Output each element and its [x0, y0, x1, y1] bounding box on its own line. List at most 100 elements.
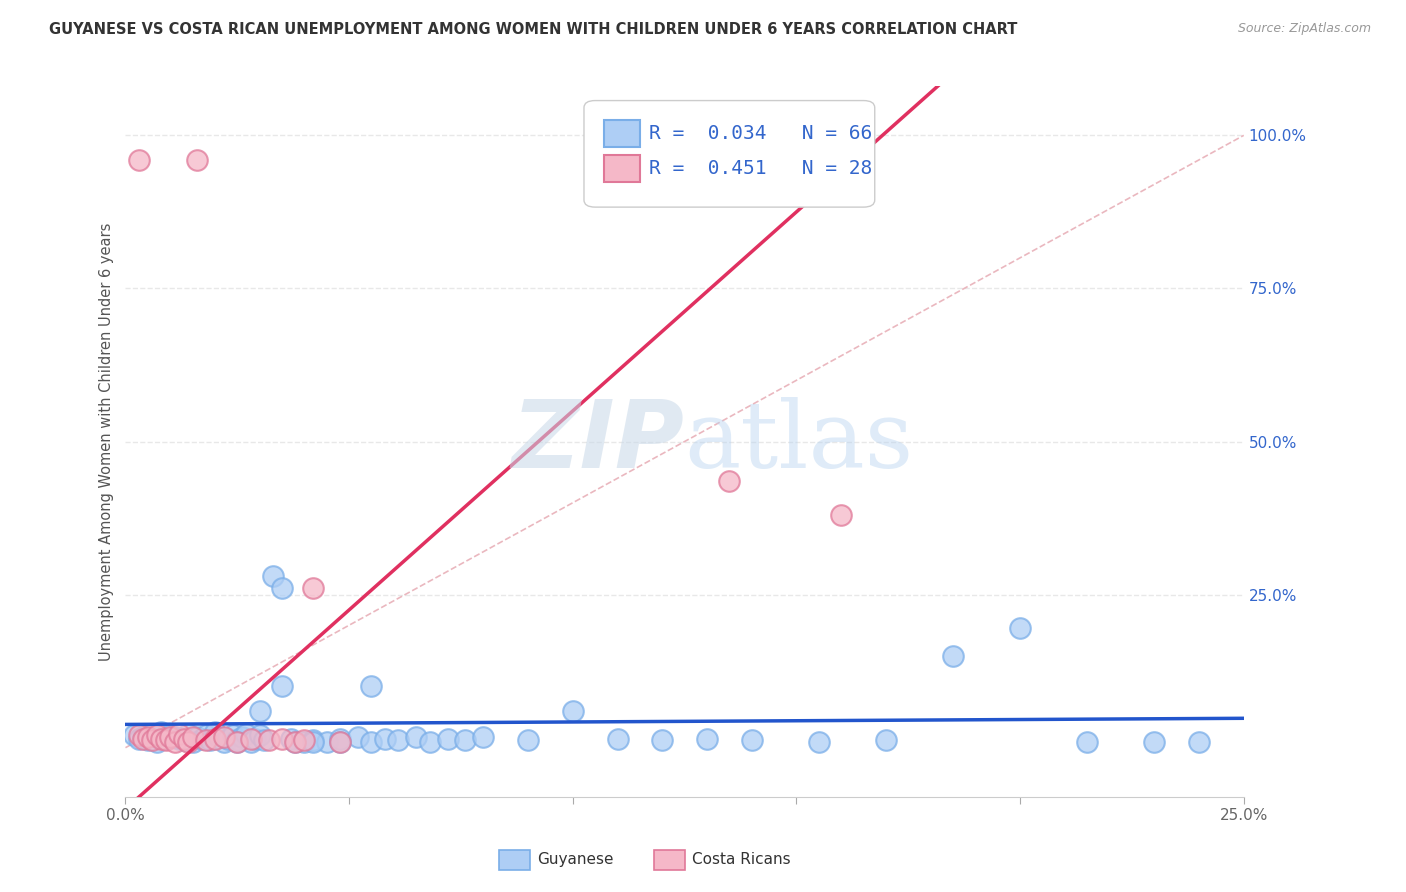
Point — [360, 680, 382, 694]
Point — [128, 731, 150, 746]
Point — [419, 734, 441, 748]
Point — [942, 648, 965, 663]
Point — [222, 728, 245, 742]
Point — [150, 731, 173, 746]
Y-axis label: Unemployment Among Women with Children Under 6 years: Unemployment Among Women with Children U… — [100, 222, 114, 661]
Text: GUYANESE VS COSTA RICAN UNEMPLOYMENT AMONG WOMEN WITH CHILDREN UNDER 6 YEARS COR: GUYANESE VS COSTA RICAN UNEMPLOYMENT AMO… — [49, 22, 1018, 37]
Point — [315, 734, 337, 748]
Text: R =  0.034   N = 66: R = 0.034 N = 66 — [648, 124, 872, 143]
Point — [718, 475, 741, 489]
Point — [239, 731, 262, 746]
Point — [200, 733, 222, 747]
Point — [239, 734, 262, 748]
Point — [249, 728, 271, 742]
Point — [141, 727, 163, 741]
Point — [141, 733, 163, 747]
Point — [245, 731, 267, 746]
FancyBboxPatch shape — [583, 101, 875, 207]
Point — [271, 731, 294, 746]
Point — [186, 153, 208, 167]
Point — [190, 731, 212, 746]
Point — [212, 730, 235, 744]
Point — [124, 728, 146, 742]
Point — [280, 731, 302, 746]
Point — [173, 731, 195, 746]
Point — [262, 569, 284, 583]
Point — [271, 680, 294, 694]
Point — [329, 731, 352, 746]
Point — [155, 731, 177, 746]
Point — [472, 730, 495, 744]
Point — [374, 731, 396, 746]
Point — [128, 728, 150, 742]
Point — [347, 730, 370, 744]
Text: Guyanese: Guyanese — [537, 853, 613, 867]
Point — [163, 734, 186, 748]
Point — [302, 582, 325, 596]
Point — [387, 733, 409, 747]
Point — [173, 733, 195, 747]
Point — [208, 730, 231, 744]
Point — [235, 727, 257, 741]
Point — [1188, 734, 1211, 748]
Point — [136, 730, 159, 744]
Point — [136, 733, 159, 747]
Point — [132, 730, 155, 744]
Point — [271, 582, 294, 596]
Point — [159, 728, 181, 742]
Point — [186, 730, 208, 744]
Text: Costa Ricans: Costa Ricans — [692, 853, 790, 867]
Point — [146, 728, 169, 742]
Point — [155, 733, 177, 747]
Point — [294, 734, 316, 748]
Point — [177, 734, 200, 748]
Point — [1143, 734, 1166, 748]
Text: atlas: atlas — [685, 397, 914, 486]
Point — [561, 704, 583, 718]
Point — [195, 733, 218, 747]
Point — [217, 731, 239, 746]
Text: R =  0.451   N = 28: R = 0.451 N = 28 — [648, 160, 872, 178]
Text: Source: ZipAtlas.com: Source: ZipAtlas.com — [1237, 22, 1371, 36]
Point — [167, 731, 190, 746]
Point — [284, 734, 307, 748]
Point — [741, 733, 763, 747]
Point — [146, 734, 169, 748]
Point — [257, 733, 280, 747]
Point — [436, 731, 458, 746]
Point — [454, 733, 477, 747]
Point — [1076, 734, 1098, 748]
Point — [294, 733, 316, 747]
Point — [195, 728, 218, 742]
Point — [807, 734, 830, 748]
Point — [302, 734, 325, 748]
Point — [284, 734, 307, 748]
Point — [1010, 621, 1032, 635]
Point — [231, 730, 253, 744]
Point — [249, 704, 271, 718]
Point — [132, 731, 155, 746]
Point — [253, 733, 276, 747]
Point — [226, 734, 249, 748]
Point — [329, 734, 352, 748]
Point — [159, 730, 181, 744]
Point — [212, 734, 235, 748]
Point — [302, 733, 325, 747]
Point — [329, 734, 352, 748]
Point — [696, 731, 718, 746]
Point — [167, 727, 190, 741]
Point — [517, 733, 540, 747]
Point — [830, 508, 852, 522]
Point — [204, 725, 226, 739]
Point — [181, 734, 204, 748]
Point — [150, 725, 173, 739]
Point — [128, 153, 150, 167]
Point — [204, 731, 226, 746]
Point — [163, 730, 186, 744]
Point — [226, 733, 249, 747]
FancyBboxPatch shape — [605, 155, 640, 182]
Point — [181, 730, 204, 744]
Text: ZIP: ZIP — [512, 395, 685, 488]
Point — [875, 733, 897, 747]
Point — [606, 731, 628, 746]
